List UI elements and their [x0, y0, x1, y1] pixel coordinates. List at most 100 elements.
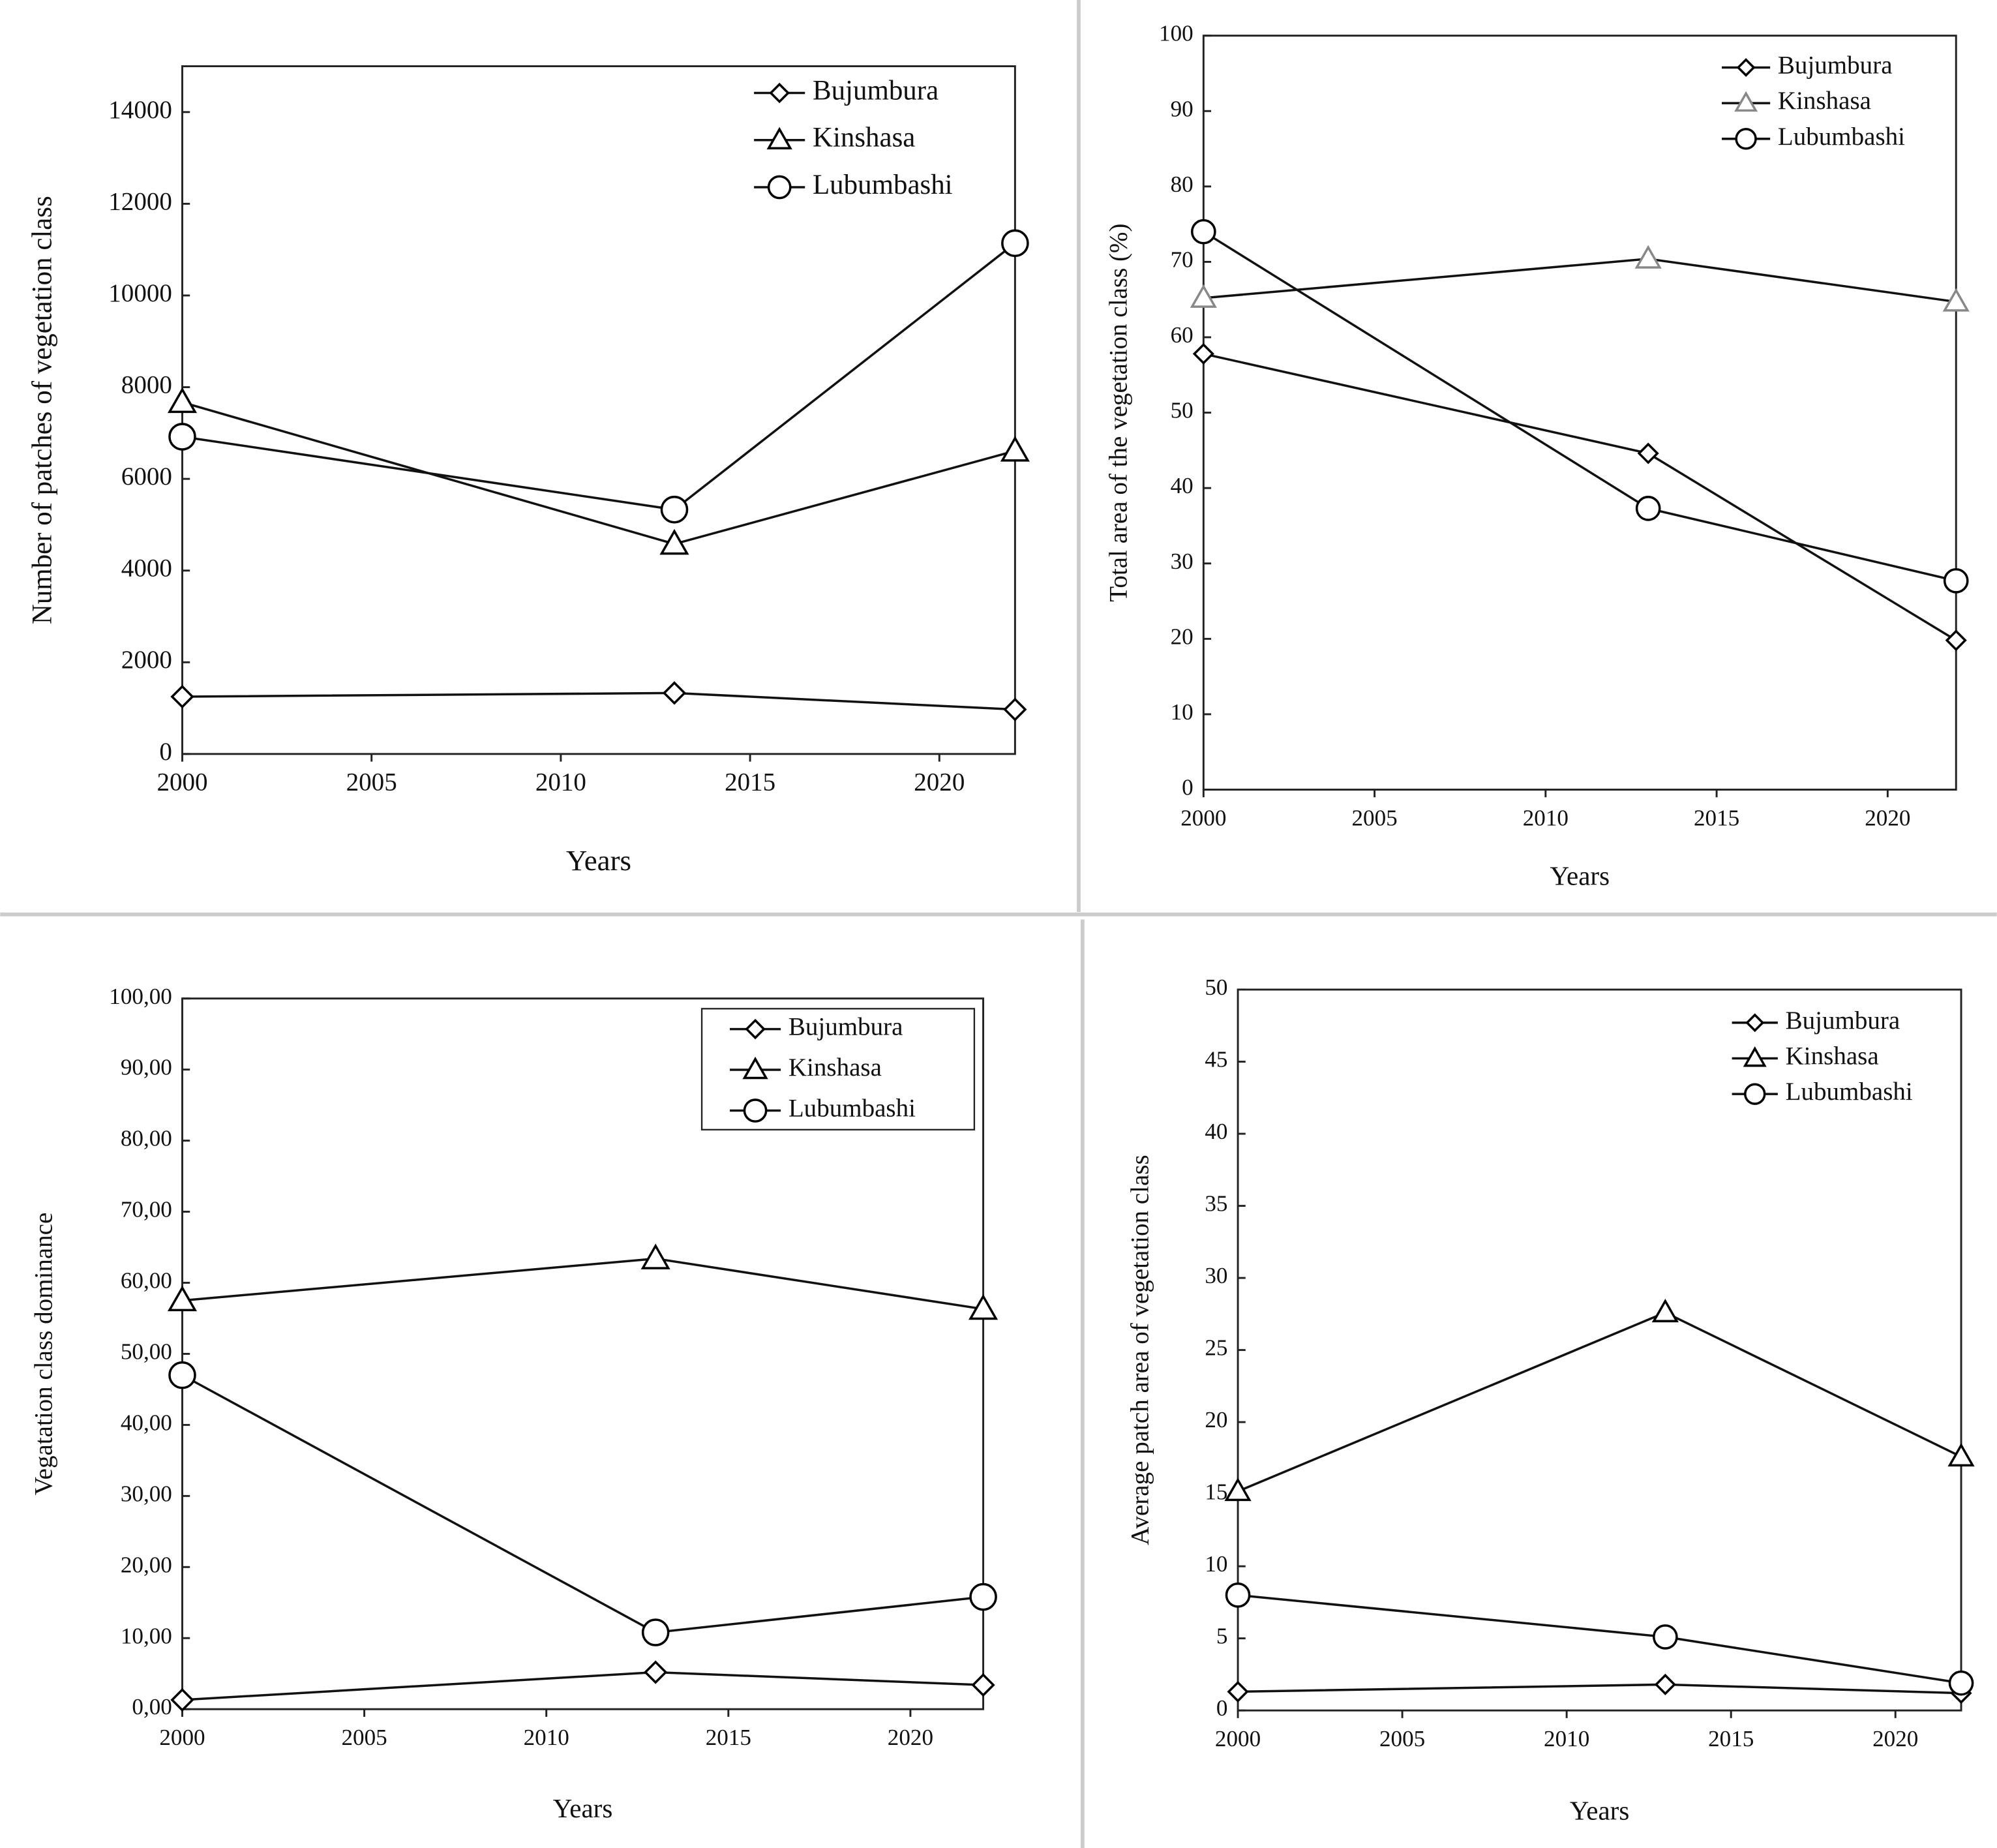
y-tick-label: 15: [1205, 1479, 1227, 1505]
x-tick-label: 2020: [888, 1725, 933, 1750]
y-axis-label: Number of patches of vegetation class: [27, 196, 57, 624]
y-tick-label: 20: [1171, 624, 1194, 649]
series-line: [181, 401, 1015, 545]
y-tick-label: 30: [1205, 1263, 1227, 1288]
y-tick-label: 40: [1205, 1119, 1227, 1144]
legend-label: Lubumbashi: [813, 170, 953, 200]
marker: [1948, 1670, 1974, 1696]
legend-marker: [742, 1056, 768, 1080]
x-tick-label: 2015: [1708, 1726, 1754, 1751]
legend-label: Bujumbura: [813, 75, 938, 106]
marker: [968, 1294, 998, 1320]
marker: [660, 495, 689, 524]
y-tick-label: 6000: [121, 462, 172, 491]
marker: [1190, 284, 1217, 308]
y-tick-label: 4000: [121, 554, 172, 583]
x-tick-label: 2005: [1379, 1726, 1425, 1751]
legend-label: Kinshasa: [1778, 87, 1871, 115]
x-tick-label: 2015: [725, 768, 775, 796]
y-tick-label: 90: [1171, 96, 1194, 121]
x-tick-label: 2005: [1351, 805, 1397, 830]
marker: [1227, 1680, 1249, 1703]
legend-label: Kinshasa: [813, 123, 915, 153]
marker: [1634, 245, 1662, 269]
legend-marker: [1743, 1046, 1767, 1067]
y-tick-label: 30,00: [121, 1481, 172, 1506]
y-tick-label: 80: [1171, 172, 1194, 197]
legend-label: Kinshasa: [788, 1053, 882, 1082]
x-axis-label: Years: [1570, 1796, 1630, 1826]
marker: [644, 1660, 668, 1684]
x-axis-label: Years: [1550, 861, 1610, 891]
marker: [1947, 1443, 1975, 1467]
marker: [1001, 229, 1029, 258]
marker: [641, 1618, 670, 1646]
marker: [1003, 697, 1027, 721]
marker: [662, 681, 687, 705]
marker: [1191, 219, 1216, 245]
y-tick-label: 35: [1205, 1191, 1227, 1217]
y-tick-label: 10,00: [121, 1623, 172, 1648]
marker: [659, 528, 689, 555]
x-tick-label: 2010: [1544, 1726, 1589, 1751]
y-tick-label: 50,00: [121, 1339, 172, 1365]
y-tick-label: 70,00: [121, 1197, 172, 1222]
series-line: [182, 691, 1015, 711]
y-tick-label: 10: [1205, 1551, 1227, 1577]
marker: [1000, 436, 1030, 462]
y-tick-label: 50: [1205, 975, 1227, 1000]
marker: [167, 387, 198, 414]
marker: [170, 684, 194, 709]
marker: [1945, 629, 1967, 652]
marker: [168, 1361, 196, 1389]
marker: [1635, 496, 1661, 521]
marker: [168, 423, 196, 451]
marker: [1651, 1299, 1679, 1323]
y-tick-label: 40,00: [121, 1410, 172, 1435]
marker: [1224, 1477, 1252, 1502]
marker: [971, 1673, 995, 1697]
legend-marker: [767, 175, 792, 200]
legend-label: Lubumbashi: [1778, 123, 1905, 151]
series-line: [1203, 258, 1957, 303]
series-line: [181, 1374, 983, 1634]
legend-marker: [1735, 128, 1757, 150]
y-tick-label: 10000: [108, 279, 172, 307]
legend-marker: [743, 1098, 768, 1123]
y-tick-label: 2000: [121, 646, 172, 674]
x-tick-label: 2010: [524, 1725, 569, 1750]
y-tick-label: 30: [1171, 549, 1194, 574]
y-tick-label: 100: [1159, 21, 1194, 46]
marker: [1225, 1582, 1251, 1608]
y-tick-label: 60,00: [121, 1268, 172, 1294]
y-tick-label: 60: [1171, 322, 1194, 348]
y-tick-label: 0: [1216, 1695, 1228, 1721]
series-line: [1203, 230, 1957, 583]
legend-marker: [745, 1018, 766, 1040]
y-tick-label: 40: [1171, 473, 1194, 498]
marker: [1942, 288, 1970, 312]
marker: [969, 1583, 997, 1611]
marker: [1637, 442, 1659, 464]
series-line: [1203, 352, 1957, 642]
x-tick-label: 2000: [1215, 1726, 1261, 1751]
marker: [1654, 1673, 1676, 1695]
y-tick-label: 8000: [121, 371, 172, 399]
legend-marker: [1736, 58, 1756, 77]
y-tick-label: 50: [1171, 398, 1194, 423]
y-axis-label: Average patch area of vegetation class: [1126, 1155, 1154, 1545]
legend-label: Lubumbashi: [1786, 1078, 1913, 1106]
marker: [640, 1243, 670, 1269]
y-tick-label: 0: [159, 738, 172, 766]
y-tick-label: 0: [1182, 775, 1194, 800]
legend-marker: [766, 127, 792, 149]
x-tick-label: 2020: [1865, 805, 1910, 830]
y-tick-label: 90,00: [121, 1055, 172, 1080]
y-tick-label: 20,00: [121, 1552, 172, 1577]
y-tick-label: 10: [1171, 699, 1194, 725]
y-tick-label: 25: [1205, 1335, 1227, 1361]
x-tick-label: 2010: [1523, 805, 1569, 830]
marker: [1192, 342, 1214, 365]
